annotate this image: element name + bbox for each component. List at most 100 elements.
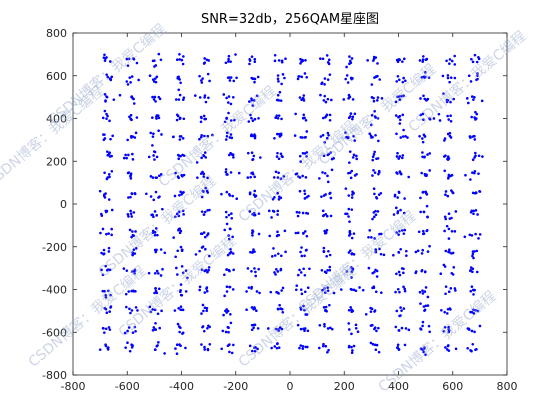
constellation-point	[200, 343, 203, 346]
constellation-point	[182, 96, 186, 99]
constellation-point	[151, 144, 154, 147]
constellation-point	[423, 290, 427, 293]
constellation-point	[402, 128, 405, 132]
constellation-point	[414, 250, 418, 254]
constellation-point	[132, 289, 135, 293]
constellation-point	[105, 311, 109, 314]
constellation-point	[368, 132, 372, 135]
constellation-point	[182, 117, 186, 121]
constellation-point	[275, 234, 279, 238]
constellation-point	[153, 158, 156, 161]
constellation-point	[400, 309, 403, 312]
constellation-point	[163, 352, 166, 355]
constellation-point	[305, 75, 309, 79]
constellation-point	[395, 171, 398, 174]
constellation-point	[276, 77, 280, 81]
constellation-point	[106, 114, 109, 118]
constellation-point	[275, 155, 279, 158]
constellation-point	[469, 289, 473, 293]
constellation-point	[104, 343, 107, 347]
constellation-point	[421, 248, 425, 252]
constellation-point	[473, 330, 476, 334]
constellation-point	[125, 269, 129, 272]
constellation-point	[476, 74, 479, 77]
constellation-point	[473, 250, 476, 253]
constellation-point	[203, 57, 206, 60]
constellation-point	[443, 139, 446, 142]
constellation-point	[175, 266, 178, 270]
constellation-point	[275, 346, 279, 350]
constellation-point	[174, 255, 177, 259]
constellation-point	[369, 310, 373, 313]
constellation-point	[419, 196, 422, 200]
constellation-point	[373, 343, 377, 347]
constellation-point	[353, 174, 357, 177]
constellation-point	[254, 270, 257, 274]
constellation-point	[397, 270, 401, 274]
constellation-point	[346, 81, 350, 84]
constellation-point	[350, 308, 353, 311]
constellation-point	[110, 75, 114, 79]
constellation-point	[230, 212, 233, 215]
constellation-point	[110, 233, 113, 237]
constellation-point	[103, 53, 106, 57]
constellation-point	[375, 329, 378, 333]
constellation-point	[373, 237, 376, 240]
constellation-point	[127, 326, 131, 329]
constellation-point	[131, 331, 135, 334]
constellation-point	[395, 80, 399, 83]
constellation-point	[406, 136, 409, 139]
constellation-point	[277, 114, 281, 117]
constellation-point	[454, 347, 458, 351]
constellation-point	[228, 194, 232, 197]
constellation-point	[257, 117, 260, 120]
constellation-point	[473, 95, 476, 99]
constellation-point	[470, 209, 474, 213]
constellation-point	[180, 58, 184, 62]
constellation-point	[442, 330, 446, 333]
constellation-point	[373, 192, 376, 196]
constellation-point	[451, 251, 455, 255]
constellation-point	[302, 304, 305, 308]
constellation-point	[107, 250, 111, 253]
constellation-point	[173, 309, 177, 312]
constellation-point	[276, 342, 279, 345]
constellation-point	[475, 347, 478, 351]
constellation-point	[398, 118, 402, 122]
constellation-point	[253, 323, 257, 327]
constellation-point	[374, 213, 378, 217]
constellation-point	[350, 288, 354, 291]
constellation-point	[322, 246, 326, 250]
constellation-point	[103, 196, 107, 199]
constellation-point	[206, 209, 209, 212]
constellation-point	[104, 294, 108, 297]
constellation-point	[324, 271, 328, 275]
constellation-point	[350, 196, 354, 199]
constellation-point	[105, 117, 108, 120]
constellation-point	[426, 98, 429, 101]
constellation-point	[283, 229, 287, 233]
constellation-point	[232, 268, 235, 272]
constellation-point	[471, 254, 474, 258]
constellation-point	[178, 231, 182, 235]
constellation-point	[180, 308, 183, 312]
constellation-point	[222, 313, 225, 317]
constellation-point	[342, 98, 346, 101]
constellation-point	[326, 97, 330, 101]
constellation-point	[327, 249, 330, 253]
constellation-point	[202, 172, 206, 176]
constellation-point	[195, 161, 199, 164]
constellation-point	[202, 213, 206, 216]
constellation-point	[425, 229, 429, 233]
constellation-point	[163, 251, 167, 255]
constellation-point	[180, 248, 184, 252]
constellation-point	[327, 58, 331, 62]
constellation-point	[355, 154, 358, 158]
constellation-point	[401, 60, 404, 63]
constellation-point	[347, 345, 351, 349]
constellation-point	[361, 288, 365, 292]
y-tick-label: 400	[46, 113, 67, 126]
constellation-point	[104, 57, 107, 60]
constellation-point	[447, 227, 451, 231]
constellation-point	[396, 151, 399, 155]
